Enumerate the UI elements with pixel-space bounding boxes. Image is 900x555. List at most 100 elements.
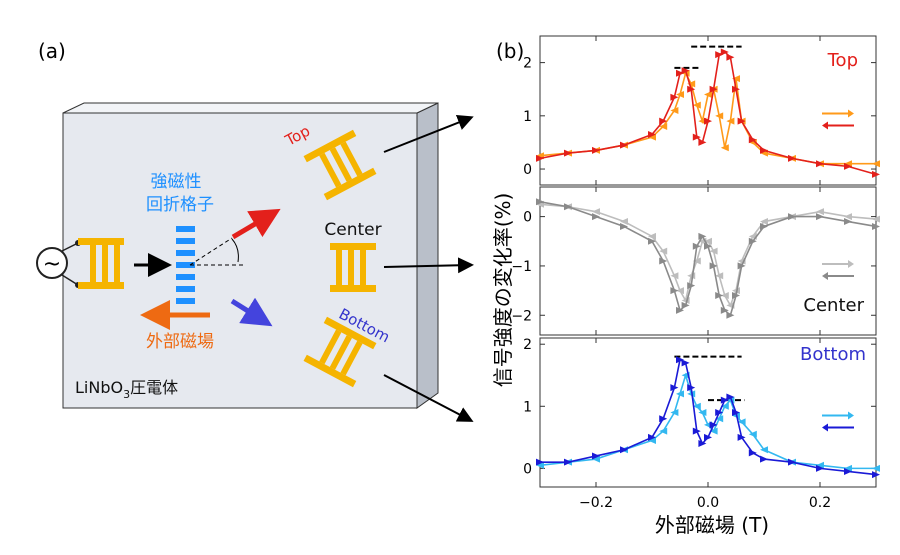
- data-point: [788, 458, 796, 466]
- panel-title: Center: [803, 295, 864, 316]
- legend-arrowhead-down: [822, 121, 828, 130]
- data-point: [698, 409, 707, 416]
- data-point: [726, 53, 735, 61]
- data-point: [816, 461, 824, 469]
- data-point: [844, 213, 852, 221]
- data-point: [670, 287, 679, 295]
- panel-a: (a) ~: [36, 39, 474, 422]
- magnetic-grating: [176, 226, 195, 304]
- data-point: [564, 458, 572, 466]
- data-point: [737, 262, 746, 270]
- data-point: [648, 232, 656, 240]
- data-point: [620, 141, 628, 149]
- data-point: [737, 117, 746, 125]
- legend-arrowhead-up: [848, 411, 854, 420]
- data-point: [788, 213, 796, 221]
- data-point: [620, 446, 628, 454]
- data-point: [709, 427, 718, 435]
- y-tick-label: −2: [511, 308, 532, 324]
- plot-bottom: 0 1 2 −0.2 0.0 0.2 Bottom: [523, 337, 880, 511]
- data-point: [720, 48, 729, 56]
- data-point: [692, 101, 701, 109]
- legend-arrowhead-down: [822, 423, 828, 432]
- idt-center: [330, 243, 376, 292]
- data-point: [592, 213, 600, 221]
- ac-source-symbol: ~: [43, 252, 61, 277]
- x-tick-label: −0.2: [579, 495, 613, 511]
- data-point: [872, 471, 880, 479]
- data-point: [687, 80, 696, 88]
- data-point: [704, 242, 712, 250]
- data-point: [692, 242, 701, 250]
- panel-title: Bottom: [800, 344, 866, 365]
- data-point: [659, 122, 668, 130]
- data-point: [715, 51, 724, 59]
- x-tick-label: 0.0: [697, 495, 719, 511]
- data-point: [620, 218, 628, 226]
- panel-b: (b) 信号強度の変化率(%) 外部磁場 (T) 0 1 2 Top −2 −1 0 Cen…: [491, 35, 880, 537]
- plot-top: 0 1 2 Top: [523, 35, 880, 186]
- y-tick-label: 0: [523, 162, 532, 178]
- data-point: [709, 421, 718, 429]
- substrate-label-subscript: 3: [123, 388, 130, 401]
- data-point: [760, 218, 768, 226]
- data-point: [737, 433, 746, 441]
- idt-bottom: [303, 316, 377, 388]
- data-point: [715, 272, 724, 280]
- panel-title: Top: [827, 50, 858, 71]
- diffracted-red-arrow: [231, 208, 281, 240]
- idt-top: [303, 129, 377, 201]
- ac-source: ~: [36, 240, 81, 288]
- data-point: [564, 203, 572, 211]
- data-point: [872, 464, 880, 472]
- data-point: [726, 393, 735, 401]
- data-point: [732, 85, 740, 93]
- plot-center: −2 −1 0 Center: [511, 186, 880, 336]
- data-point: [715, 112, 724, 120]
- data-point: [676, 390, 684, 398]
- data-point: [698, 440, 707, 448]
- data-point: [536, 198, 544, 206]
- substrate-label: LiNbO3圧電体: [75, 378, 178, 401]
- substrate-top: [62, 102, 439, 114]
- data-point: [692, 133, 701, 141]
- data-point: [720, 402, 729, 410]
- data-point: [681, 67, 690, 75]
- data-point: [592, 452, 600, 460]
- data-point: [720, 144, 729, 152]
- data-point: [536, 461, 544, 469]
- data-point: [592, 455, 600, 463]
- data-point: [748, 449, 757, 457]
- substrate: [62, 102, 439, 409]
- data-point: [676, 287, 684, 295]
- data-point: [670, 272, 679, 280]
- data-point: [748, 136, 757, 144]
- data-point: [844, 464, 852, 472]
- data-point: [670, 384, 679, 392]
- data-point: [681, 359, 690, 367]
- connector-bottom: [383, 374, 474, 422]
- grating-label-line1: 強磁性: [151, 172, 202, 192]
- data-point: [872, 215, 880, 223]
- data-point: [872, 222, 880, 230]
- ac-source-circle: [36, 247, 68, 279]
- y-tick-label: 2: [523, 56, 532, 72]
- connector-center: [383, 257, 474, 274]
- data-point: [732, 292, 740, 300]
- data-point: [648, 133, 656, 141]
- data-point: [648, 433, 656, 441]
- data-point: [732, 409, 740, 416]
- detector-center-label: Center: [324, 220, 381, 240]
- data-point: [659, 117, 668, 125]
- data-point: [720, 292, 729, 300]
- legend-arrowhead-up: [848, 259, 854, 268]
- data-point: [676, 356, 684, 364]
- data-point: [687, 282, 696, 290]
- data-point: [564, 149, 572, 157]
- data-point: [698, 232, 707, 240]
- data-point: [760, 455, 768, 463]
- data-point: [816, 160, 824, 168]
- data-point: [670, 409, 679, 416]
- data-point: [726, 117, 735, 125]
